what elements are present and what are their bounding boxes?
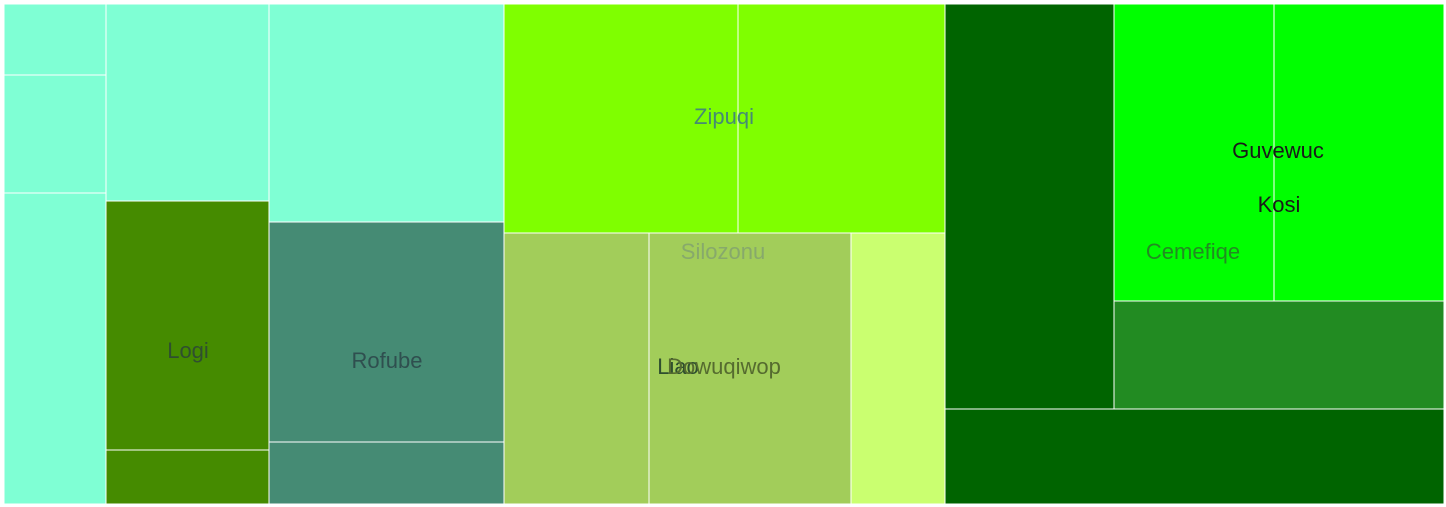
group-label-silozonu: Silozonu [681,239,765,264]
cell-label-liao: Liao [657,354,699,379]
cell-label-kosi: Kosi [1258,192,1301,217]
treemap-cell [105,3,270,202]
treemap-cell-liao [503,232,650,505]
treemap-cell [3,74,107,194]
treemap-cell-kosi [1273,3,1445,302]
treemap-cell [3,192,107,505]
treemap-cell-logi [105,200,270,451]
treemap-cell [268,441,505,505]
cell-label-zipuqi: Zipuqi [694,104,754,129]
treemap-cell [1113,300,1445,410]
treemap-cells [3,3,1445,505]
treemap-cell [268,3,505,223]
treemap-cell [944,3,1115,410]
cell-label-guvewuc: Guvewuc [1232,138,1324,163]
treemap-cell-guvewuc [1113,3,1275,302]
cell-label-logi: Logi [167,338,209,363]
group-label-cemefiqe: Cemefiqe [1146,239,1240,264]
treemap-cell [944,408,1445,505]
treemap-cell-zipuqi [503,3,739,234]
group-label-rofube: Rofube [352,348,423,373]
treemap-cell-rofube [268,221,505,443]
cell-label-dowuqiwop: Dowuqiwop [667,354,781,379]
treemap-cell [850,232,946,505]
treemap-cell [3,3,107,76]
treemap-cell [737,3,946,234]
treemap-cell [105,449,270,505]
treemap-cell-dowuqiwop [648,232,852,505]
